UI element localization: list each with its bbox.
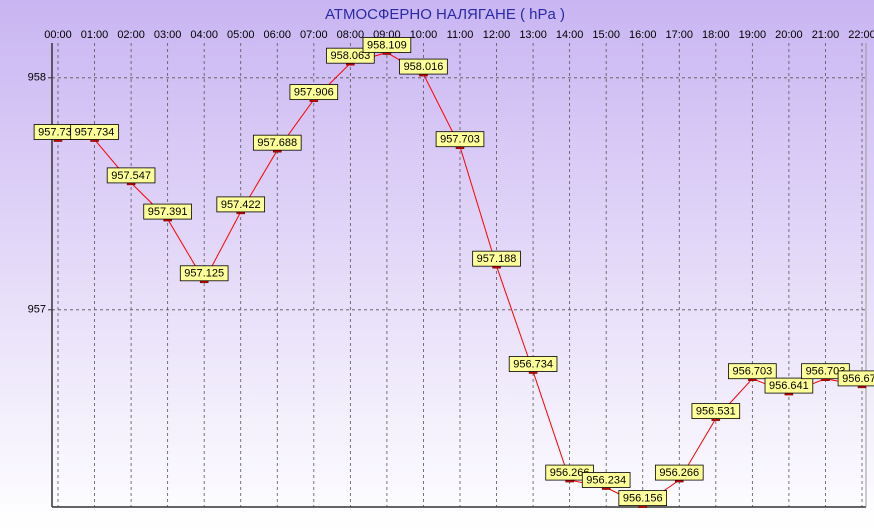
chart-title: АТМОСФЕРНО НАЛЯГАНЕ ( hPa ) xyxy=(325,6,565,23)
x-tick-label: 18:00 xyxy=(702,29,730,41)
value-label: 957.188 xyxy=(477,253,517,265)
x-tick-label: 12:00 xyxy=(483,29,511,41)
x-tick-label: 07:00 xyxy=(300,29,328,41)
value-label-box xyxy=(179,265,229,282)
value-label-box xyxy=(508,356,558,372)
value-label-box xyxy=(399,58,448,75)
x-tick-label: 22:00 xyxy=(848,29,874,41)
value-label: 957.688 xyxy=(257,137,297,149)
x-tick-label: 00:00 xyxy=(44,29,72,41)
value-label: 957.125 xyxy=(184,268,224,280)
value-label: 956.531 xyxy=(696,406,736,418)
value-label-box xyxy=(618,490,668,507)
x-tick-label: 08:00 xyxy=(337,29,365,41)
x-tick-label: 14:00 xyxy=(556,29,584,41)
value-label-box xyxy=(435,131,485,148)
value-label-box xyxy=(216,196,266,213)
x-tick-label: 06:00 xyxy=(264,29,292,41)
y-tick-label: 958 xyxy=(28,72,46,84)
x-tick-label: 15:00 xyxy=(592,29,620,41)
value-label: 958.109 xyxy=(367,39,407,51)
value-label: 957.734 xyxy=(75,126,115,138)
value-label: 956.266 xyxy=(550,467,590,479)
x-tick-label: 20:00 xyxy=(775,29,803,41)
value-label-box xyxy=(326,47,375,64)
x-tick-label: 17:00 xyxy=(666,29,694,41)
value-label: 958.016 xyxy=(404,61,444,73)
value-label-box xyxy=(764,377,814,394)
value-label: 957.422 xyxy=(221,199,261,211)
value-label-box xyxy=(289,84,339,101)
value-label-box xyxy=(362,37,412,53)
x-tick-label: 16:00 xyxy=(629,29,657,41)
x-tick-label: 01:00 xyxy=(81,29,109,41)
value-label-box xyxy=(581,472,631,488)
value-label: 957.906 xyxy=(294,87,334,99)
value-label: 957.547 xyxy=(111,170,151,182)
x-tick-label: 03:00 xyxy=(154,29,182,41)
value-label-box xyxy=(472,250,521,267)
value-label: 957.391 xyxy=(148,206,188,218)
value-label-box xyxy=(728,363,777,380)
x-tick-label: 21:00 xyxy=(812,29,840,41)
value-label-box xyxy=(691,403,741,420)
x-tick-label: 02:00 xyxy=(117,29,145,41)
value-label: 956.234 xyxy=(586,474,626,486)
value-label: 956.703 xyxy=(732,366,772,378)
y-tick-label: 957 xyxy=(28,304,46,316)
value-label: 956.734 xyxy=(513,358,553,370)
x-tick-label: 19:00 xyxy=(739,29,767,41)
value-label: 957.703 xyxy=(440,134,480,146)
value-label: 956.641 xyxy=(769,380,809,392)
value-label: 956.156 xyxy=(623,493,663,505)
value-label: 956.703 xyxy=(806,366,846,378)
value-label: 956.266 xyxy=(659,467,699,479)
value-label-box xyxy=(654,464,704,481)
value-label-box xyxy=(143,203,192,220)
x-tick-label: 10:00 xyxy=(410,29,438,41)
value-label-box xyxy=(106,167,156,184)
value-label-box xyxy=(252,134,302,151)
value-label: 956.672 xyxy=(842,373,874,385)
value-label-box xyxy=(70,124,119,140)
x-tick-label: 04:00 xyxy=(190,29,218,41)
value-label: 958.063 xyxy=(330,50,370,62)
x-tick-label: 13:00 xyxy=(519,29,547,41)
x-tick-label: 11:00 xyxy=(447,29,474,41)
value-label: 957.734 xyxy=(38,126,78,138)
value-label-box xyxy=(837,370,874,387)
x-tick-label: 05:00 xyxy=(227,29,255,41)
